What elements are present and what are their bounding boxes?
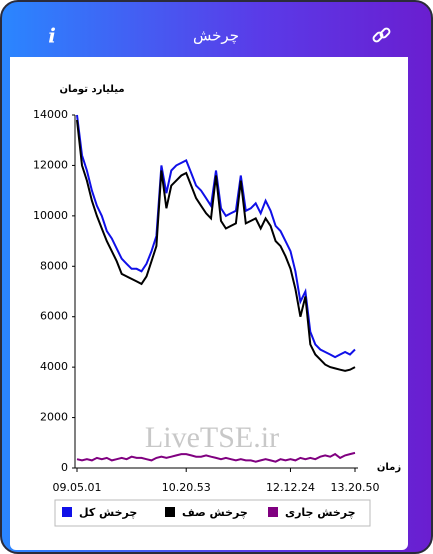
y-tick-label: 4000 xyxy=(40,360,68,373)
x-tick-label: 13.20.50 xyxy=(331,481,380,494)
y-tick-label: 8000 xyxy=(40,259,68,272)
series-line xyxy=(76,451,356,463)
x-tick-label: 09.05.01 xyxy=(53,481,102,494)
legend-label: چرخش جاری xyxy=(285,506,356,519)
legend-swatch xyxy=(62,507,72,517)
x-tick-label: 10.20.53 xyxy=(162,481,211,494)
legend-label: چرخش کل xyxy=(79,506,137,519)
header-title: چرخش xyxy=(193,27,239,45)
legend-box xyxy=(54,499,371,527)
legend-swatch xyxy=(165,507,175,517)
y-tick-label: 12000 xyxy=(33,158,68,171)
x-axis-label: زمان xyxy=(377,462,401,473)
y-tick-label: 2000 xyxy=(40,411,68,424)
legend-label: چرخش صف xyxy=(182,506,248,519)
series-line xyxy=(76,114,356,359)
y-tick-label: 6000 xyxy=(40,310,68,323)
y-tick-label: 14000 xyxy=(33,108,68,121)
info-button[interactable]: i xyxy=(48,24,56,48)
y-tick-label: 0 xyxy=(61,461,68,474)
y-tick-label: 10000 xyxy=(33,209,68,222)
series-line xyxy=(76,119,356,372)
x-tick-label: 12.12.24 xyxy=(266,481,315,494)
watermark: LiveTSE.ir xyxy=(145,421,279,454)
y-axis-label: میلیارد تومان xyxy=(59,84,124,95)
link-button[interactable] xyxy=(372,27,391,43)
legend-swatch xyxy=(268,507,278,517)
